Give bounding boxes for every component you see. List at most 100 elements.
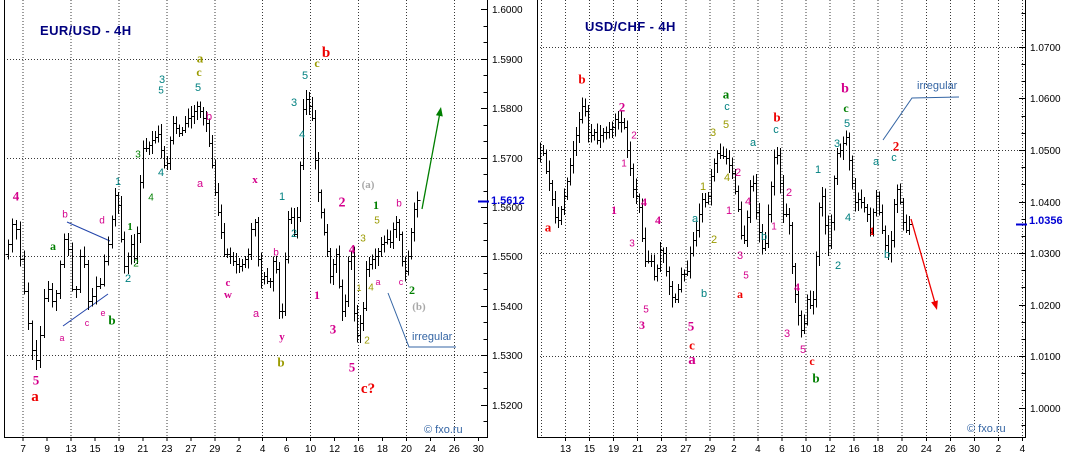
wave-label: b xyxy=(273,248,279,259)
chart-usdchf: 1.0000 1.0100 1.0200 1.0300 1.0400 1.0500 1.06… xyxy=(537,0,1061,455)
wave-label: 1 xyxy=(314,288,320,302)
wave-label: b xyxy=(322,45,330,61)
chart-eurusd: 1.5200 1.5300 1.5400 1.5500 1.5600 1.5700 1.58… xyxy=(4,0,523,455)
x-tick-label: 18 xyxy=(873,444,885,455)
wave-label: a xyxy=(197,51,204,66)
wave-label: 4 xyxy=(724,172,730,184)
x-tick-label: 2 xyxy=(236,444,242,455)
y-tick-label: 1.5700 xyxy=(492,154,523,165)
pattern-line xyxy=(62,293,109,327)
x-tick-label: 19 xyxy=(608,444,620,455)
wave-label: y xyxy=(279,331,285,343)
wave-label: 2 xyxy=(835,260,841,272)
wave-label: 2 xyxy=(339,196,346,211)
y-tick-label: 1.0600 xyxy=(1030,94,1061,105)
x-tick-label: 2 xyxy=(731,444,737,455)
price-bars xyxy=(537,97,913,338)
x-tick-label: 19 xyxy=(113,444,125,455)
wave-label: 3 xyxy=(135,150,141,161)
y-tick-label: 1.5300 xyxy=(492,351,523,362)
wave-label: 4 xyxy=(794,280,800,294)
y-tick-label: 1.0500 xyxy=(1030,146,1061,157)
wave-label: b xyxy=(841,82,849,97)
wave-label: 2 xyxy=(619,100,626,115)
x-tick-label: 10 xyxy=(305,444,317,455)
x-tick-label: 13 xyxy=(560,444,572,455)
wave-label: 1 xyxy=(127,221,133,233)
pattern-line xyxy=(387,292,456,348)
wave-label: 4 xyxy=(349,242,356,257)
x-tick-label: 20 xyxy=(401,444,413,455)
wave-label: 1 xyxy=(771,222,777,233)
wave-label: 2 xyxy=(711,234,717,246)
wave-label: b xyxy=(884,249,890,261)
axes xyxy=(4,0,488,441)
wave-label: c xyxy=(809,354,815,368)
wave-label: b xyxy=(578,72,585,87)
wave-label: c xyxy=(689,338,695,353)
x-tick-label: 30 xyxy=(473,444,485,455)
wave-label: a xyxy=(197,178,204,190)
wave-label: 2 xyxy=(735,167,741,179)
y-tick-label: 1.0400 xyxy=(1030,198,1061,209)
annotation-irregular-usdchf: irregular xyxy=(917,80,958,92)
wave-label: b xyxy=(396,199,402,210)
wave-label: a xyxy=(737,287,743,301)
wave-label: a xyxy=(375,277,380,287)
y-axis-labels: 1.0000 1.0100 1.0200 1.0300 1.0400 1.0500 1.06… xyxy=(1030,43,1061,415)
wave-label: a xyxy=(50,239,56,253)
pattern-line xyxy=(882,96,960,141)
wave-label: 3 xyxy=(784,328,790,340)
y-tick-label: 1.0000 xyxy=(1030,404,1061,415)
wave-label: 1 xyxy=(611,203,617,217)
wave-label: c xyxy=(724,101,730,113)
y-tick-label: 1.5400 xyxy=(492,302,523,313)
y-axis-labels: 1.5200 1.5300 1.5400 1.5500 1.5600 1.5700 1.58… xyxy=(492,5,523,412)
wave-label: (b) xyxy=(412,301,426,313)
wave-label: 5 xyxy=(302,70,308,82)
x-tick-label: 18 xyxy=(377,444,389,455)
wave-label: 5 xyxy=(688,319,695,334)
x-tick-label: 26 xyxy=(945,444,957,455)
wave-label: x xyxy=(252,174,258,186)
wave-label: 1 xyxy=(356,283,361,293)
wave-label: 5 xyxy=(195,82,201,94)
y-tick-label: 1.6000 xyxy=(492,5,523,16)
x-tick-label: 24 xyxy=(425,444,437,455)
wave-label: 5 xyxy=(643,305,649,316)
wave-label: 3 xyxy=(291,97,297,109)
watermark-fxo-eurusd: © fxo.ru xyxy=(424,424,463,436)
x-tick-label: 30 xyxy=(969,444,981,455)
wave-label: 1 xyxy=(869,224,875,238)
x-tick-label: 21 xyxy=(137,444,149,455)
wave-label: 1 xyxy=(621,159,627,170)
x-tick-label: 9 xyxy=(44,444,50,455)
wave-label: a xyxy=(59,333,64,343)
wave-label: 1 xyxy=(115,176,121,188)
current-price-eurusd: 1.5612 xyxy=(491,195,525,207)
wave-label: 2 xyxy=(291,228,297,240)
wave-label: b xyxy=(701,288,707,300)
wave-label: a xyxy=(873,156,880,168)
wave-label: 1 xyxy=(373,198,379,212)
x-tick-label: 4 xyxy=(260,444,266,455)
x-tick-label: 16 xyxy=(849,444,861,455)
y-tick-label: 1.0300 xyxy=(1030,249,1061,260)
wave-label: 2 xyxy=(786,187,792,199)
x-tick-label: 20 xyxy=(897,444,909,455)
wave-label: a xyxy=(688,352,696,368)
wave-label: 4 xyxy=(845,212,851,224)
wave-label: 2 xyxy=(409,283,415,297)
x-tick-label: 27 xyxy=(185,444,197,455)
wave-label: 3 xyxy=(159,74,165,86)
wave-label: c? xyxy=(361,381,375,397)
wave-label: c xyxy=(773,124,779,136)
pattern-line xyxy=(66,221,111,242)
wave-label: w xyxy=(224,289,232,301)
wave-label: b xyxy=(277,355,284,370)
wave-label: 3 xyxy=(737,250,743,262)
x-tick-label: 29 xyxy=(209,444,221,455)
x-tick-label: 6 xyxy=(284,444,290,455)
x-tick-label: 7 xyxy=(20,444,26,455)
